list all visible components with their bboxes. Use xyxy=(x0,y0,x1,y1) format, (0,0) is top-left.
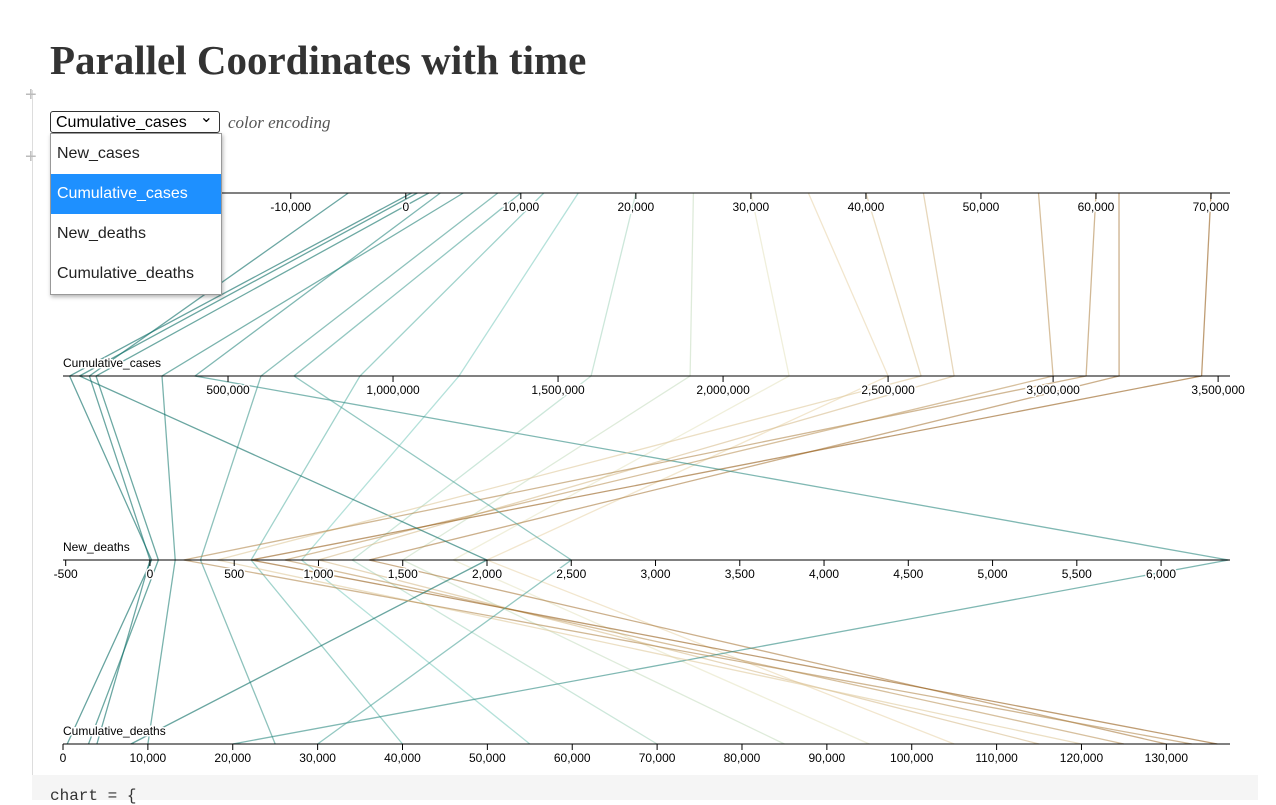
tick-label: 6,000 xyxy=(1146,567,1176,581)
tick-label: 0 xyxy=(147,567,154,581)
tick-label: 90,000 xyxy=(809,751,846,765)
data-line xyxy=(183,192,1192,745)
tick-label: 120,000 xyxy=(1060,751,1104,765)
code: chart = { xyxy=(50,787,137,805)
data-line xyxy=(451,192,870,745)
tick-label: 40,000 xyxy=(384,751,421,765)
data-line xyxy=(284,192,1125,745)
tick-label: -10,000 xyxy=(270,200,311,214)
data-line xyxy=(368,192,1167,745)
tick-label: 3,000,000 xyxy=(1026,383,1080,397)
option[interactable]: Cumulative_deaths xyxy=(57,265,194,282)
tick-label: 2,000 xyxy=(472,567,502,581)
tick-label: 2,000,000 xyxy=(696,383,750,397)
tick-label: 1,500 xyxy=(388,567,418,581)
caption: color encoding xyxy=(228,113,331,132)
data-line xyxy=(300,192,579,745)
data-line xyxy=(292,192,573,745)
gutter xyxy=(32,90,33,780)
tick-label: 20,000 xyxy=(618,200,655,214)
tick-label: 5,000 xyxy=(978,567,1008,581)
tick-label: 10,000 xyxy=(502,200,539,214)
tick-label: 80,000 xyxy=(724,751,761,765)
data-line xyxy=(250,192,545,745)
tick-label: 1,000 xyxy=(303,567,333,581)
option[interactable]: Cumulative_cases xyxy=(51,174,221,214)
data-line xyxy=(78,192,489,745)
tick-label: 10,000 xyxy=(130,751,167,765)
data-line xyxy=(351,192,658,745)
data-line xyxy=(250,192,1218,745)
data-line xyxy=(485,192,955,745)
tick-label: 110,000 xyxy=(975,751,1018,765)
tick-label: 30,000 xyxy=(299,751,336,765)
tick-label: 70,000 xyxy=(1193,200,1230,214)
tick-label: 130,000 xyxy=(1145,751,1189,765)
tick-label: 0 xyxy=(60,751,67,765)
data-line xyxy=(147,192,464,745)
tick-label: 70,000 xyxy=(639,751,676,765)
code-block: chart = { xyxy=(32,775,1258,805)
tick-label: 30,000 xyxy=(733,200,770,214)
tick-label: 3,000 xyxy=(641,567,671,581)
tick-label: 3,500,000 xyxy=(1191,383,1245,397)
add-cell[interactable]: + xyxy=(25,146,37,168)
select[interactable]: Cumulative_cases xyxy=(50,107,220,133)
tick-label: 50,000 xyxy=(963,200,1000,214)
axis-label: New_deaths xyxy=(63,540,130,554)
data-line xyxy=(217,192,1082,745)
data-line xyxy=(401,192,785,745)
dropdown-menu: New_cases Cumulative_cases New_deaths Cumul… xyxy=(50,133,222,295)
option[interactable]: New_deaths xyxy=(57,225,146,242)
tick-label: 60,000 xyxy=(1078,200,1115,214)
tick-label: 1,500,000 xyxy=(531,383,585,397)
title: Parallel Coordinates with time xyxy=(50,37,587,83)
tick-label: 1,000,000 xyxy=(366,383,420,397)
data-line xyxy=(199,192,499,745)
tick-label: 2,500 xyxy=(556,567,586,581)
tick-label: 500,000 xyxy=(206,383,250,397)
axis-label: Cumulative_deaths xyxy=(63,724,166,738)
tick-label: 4,000 xyxy=(809,567,839,581)
lines xyxy=(66,192,1229,745)
option[interactable]: New_cases xyxy=(57,145,140,162)
tick-label: -500 xyxy=(54,567,78,581)
tick-label: 20,000 xyxy=(214,751,251,765)
tick-label: 4,500 xyxy=(893,567,923,581)
tick-label: 5,500 xyxy=(1062,567,1092,581)
data-line xyxy=(66,192,412,745)
tick-label: 50,000 xyxy=(469,751,506,765)
add-cell[interactable]: + xyxy=(25,84,37,106)
tick-label: 2,500,000 xyxy=(861,383,915,397)
tick-label: 3,500 xyxy=(725,567,755,581)
tick-label: 500 xyxy=(224,567,244,581)
data-line xyxy=(193,192,1229,745)
tick-label: 40,000 xyxy=(848,200,885,214)
tick-label: 60,000 xyxy=(554,751,591,765)
tick-label: 0 xyxy=(402,200,409,214)
tick-label: 100,000 xyxy=(890,751,934,765)
axis-label: Cumulative_cases xyxy=(63,356,161,370)
